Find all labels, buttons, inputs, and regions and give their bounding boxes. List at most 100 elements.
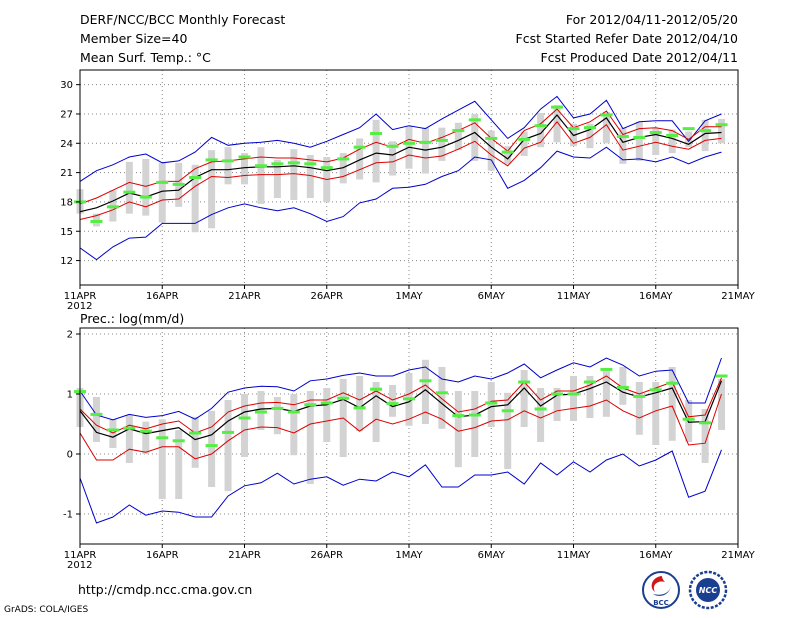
bcc-logo-text: BCC [653,599,669,607]
y-tick-label: 21 [60,168,73,179]
median-marker [287,410,300,414]
lower-outer-line [79,146,722,261]
x-tick-label: 21APR [228,291,261,302]
ensemble-box [471,391,479,457]
median-marker [699,421,712,425]
ensemble-box [224,147,232,185]
x-tick-label: 16MAY [639,550,673,561]
median-marker [123,190,136,194]
median-marker [518,137,531,141]
median-marker [682,127,695,131]
median-marker [287,161,300,165]
ensemble-box [586,123,594,149]
median-marker [156,436,169,440]
median-marker [337,396,350,400]
ensemble-box [586,376,594,418]
median-marker [567,392,580,396]
median-marker [501,409,514,413]
ensemble-box [389,385,397,417]
x-tick-label: 11MAY [557,550,591,561]
x-tick-label: 6MAY [478,550,506,561]
ensemble-box [520,370,528,427]
ensemble-box [290,394,298,456]
ensemble-box [520,131,528,156]
median-marker [156,180,169,184]
median-marker [485,401,498,405]
median-marker [534,124,547,128]
upper-inner-line [79,108,722,205]
lower-outer-line [79,449,722,524]
median-marker [715,374,728,378]
median-marker [353,145,366,149]
median-marker [452,414,465,418]
ensemble-box [389,141,397,176]
ensemble-box [158,162,166,223]
median-marker [189,431,202,435]
median-marker [551,105,564,109]
median-marker [320,166,333,170]
median-marker [222,159,235,163]
ensemble-box [487,130,495,171]
median-marker [682,417,695,421]
ensemble-box [454,391,462,468]
x-tick-label: 11APR [64,291,97,302]
ensemble-box [191,164,199,233]
median-marker [600,113,613,117]
median-marker [320,401,333,405]
median-marker [90,219,103,223]
median-marker [551,392,564,396]
ensemble-mean-line [79,380,723,441]
median-marker [419,379,432,383]
median-marker [583,380,596,384]
median-marker [304,403,317,407]
x-tick-label: 16APR [146,291,179,302]
median-marker [666,381,679,385]
median-marker [139,195,152,199]
source-url[interactable]: http://cmdp.ncc.cma.gov.cn [78,582,253,597]
ensemble-box [241,153,248,185]
median-marker [238,155,251,159]
median-marker [501,150,514,154]
bcc-logo-icon: BCC [642,571,680,609]
median-marker [699,129,712,133]
ensemble-box [372,382,380,442]
x-tick-label: 11MAY [557,291,591,302]
y-tick-label: 0 [67,450,73,461]
median-marker [715,123,728,127]
median-marker [649,131,662,135]
median-marker [616,385,629,389]
median-marker [254,410,267,414]
ensemble-box [619,127,627,164]
ensemble-box [241,394,248,457]
ensemble-box [537,388,545,442]
ensemble-box [553,105,561,143]
median-marker [205,444,218,448]
ensemble-box [471,113,479,161]
median-marker [370,387,383,391]
median-marker [106,428,119,432]
median-marker [600,367,613,371]
y-tick-label: 18 [60,197,73,208]
ncc-logo-text: NCC [699,586,718,595]
header-left: DERF/NCC/BCC Monthly Forecast Member Siz… [80,10,285,67]
y-tick-label: 2 [67,330,73,341]
y-tick-label: 27 [60,109,73,120]
ensemble-box [273,397,281,435]
median-marker [271,162,284,166]
median-marker [649,388,662,392]
ensemble-box [668,129,676,154]
started-date: Fcst Started Refer Date 2012/04/10 [515,31,739,46]
median-marker [468,413,481,417]
median-marker [386,402,399,406]
ensemble-box [652,382,660,445]
median-marker [172,439,185,443]
x-tick-year-label: 2012 [67,560,92,571]
ensemble-box [125,161,133,214]
ensemble-box [438,367,446,429]
x-tick-label: 1MAY [395,291,423,302]
produced-date: Fcst Produced Date 2012/04/11 [540,50,738,65]
ensemble-box [718,379,726,430]
median-marker [633,394,646,398]
